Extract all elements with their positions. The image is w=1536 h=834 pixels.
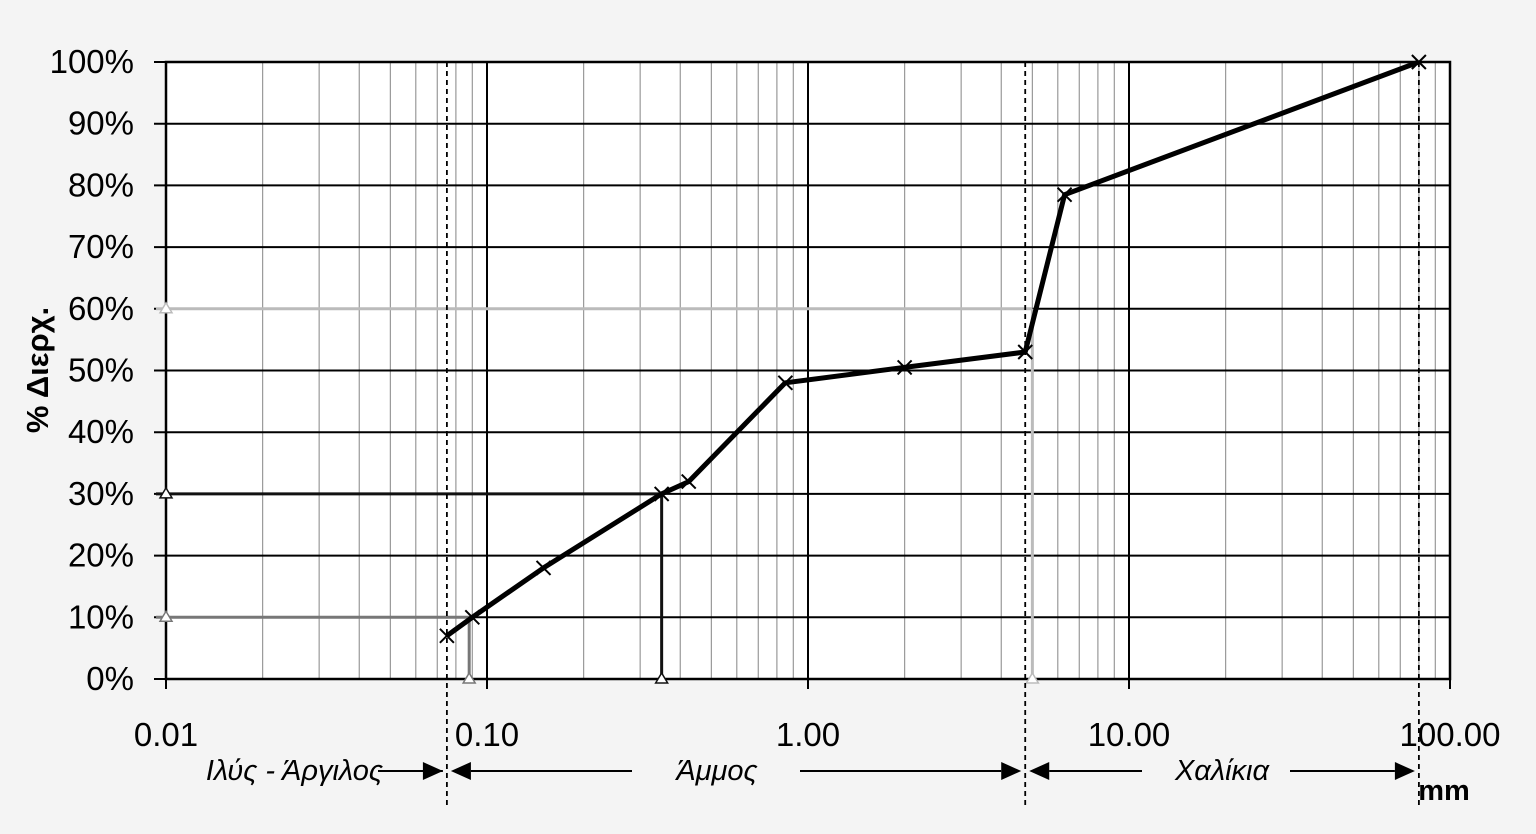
- zone-annotations: Ιλύς - Άργιλος Άμμος Χαλίκια: [206, 755, 1415, 787]
- y-tick-label: 90%: [68, 105, 134, 142]
- data-point: [777, 375, 794, 391]
- y-tick-label: 20%: [68, 537, 134, 574]
- reference-marker: [158, 609, 174, 623]
- arrowhead-left: [1029, 762, 1050, 780]
- data-point: [535, 560, 552, 576]
- zone-label: Άμμος: [674, 755, 758, 787]
- y-tick-label: 40%: [68, 413, 134, 450]
- y-tick-label: 50%: [68, 352, 134, 389]
- x-tick-label: 100.00: [1400, 716, 1501, 753]
- y-tick-label: 100%: [50, 43, 134, 80]
- data-point: [896, 359, 913, 376]
- x-tick-label: 10.00: [1088, 716, 1171, 753]
- arrowhead-right: [1001, 762, 1022, 780]
- zone-label: Ιλύς - Άργιλος: [206, 755, 384, 787]
- x-tick-label: 0.01: [134, 716, 198, 753]
- reference-marker: [158, 486, 174, 499]
- x-tick-label: 1.00: [776, 716, 840, 753]
- zone-label: Χαλίκια: [1174, 755, 1271, 787]
- grading-curve-line: [445, 59, 1420, 638]
- data-point: [464, 609, 481, 626]
- reference-marker: [158, 301, 174, 314]
- y-tick-label: 0%: [86, 660, 134, 697]
- data-point: [681, 473, 697, 490]
- data-point: [439, 628, 455, 644]
- y-tick-label: 70%: [68, 228, 134, 265]
- reference-marker: [461, 671, 477, 684]
- reference-marker: [1025, 671, 1040, 684]
- data-point: [1056, 186, 1073, 203]
- y-axis-label: % Διερχ.: [20, 307, 55, 433]
- grid: [154, 60, 1452, 681]
- arrowhead-left: [450, 762, 471, 780]
- reference-marker: [654, 671, 669, 684]
- reference-lines: [156, 301, 1040, 684]
- y-axis-ticks: 0% 10% 20% 30% 40% 50% 60% 70% 80% 90% 100%: [50, 43, 134, 697]
- y-tick-label: 30%: [68, 475, 134, 512]
- y-tick-label: 80%: [68, 166, 134, 203]
- data-point: [1017, 344, 1033, 360]
- arrowhead-right: [422, 762, 443, 780]
- data-point: [653, 486, 670, 502]
- arrowhead-right: [1394, 762, 1415, 780]
- y-tick-label: 10%: [68, 598, 134, 635]
- x-axis-unit: mm: [1418, 775, 1470, 807]
- x-axis-ticks: 0.01 0.10 1.00 10.00 100.00: [134, 679, 1501, 753]
- boundary-lines: [445, 62, 1420, 805]
- data-point: [1411, 54, 1427, 70]
- grading-curve: [439, 54, 1427, 644]
- y-tick-label: 60%: [68, 290, 134, 327]
- x-tick-label: 0.10: [455, 716, 519, 753]
